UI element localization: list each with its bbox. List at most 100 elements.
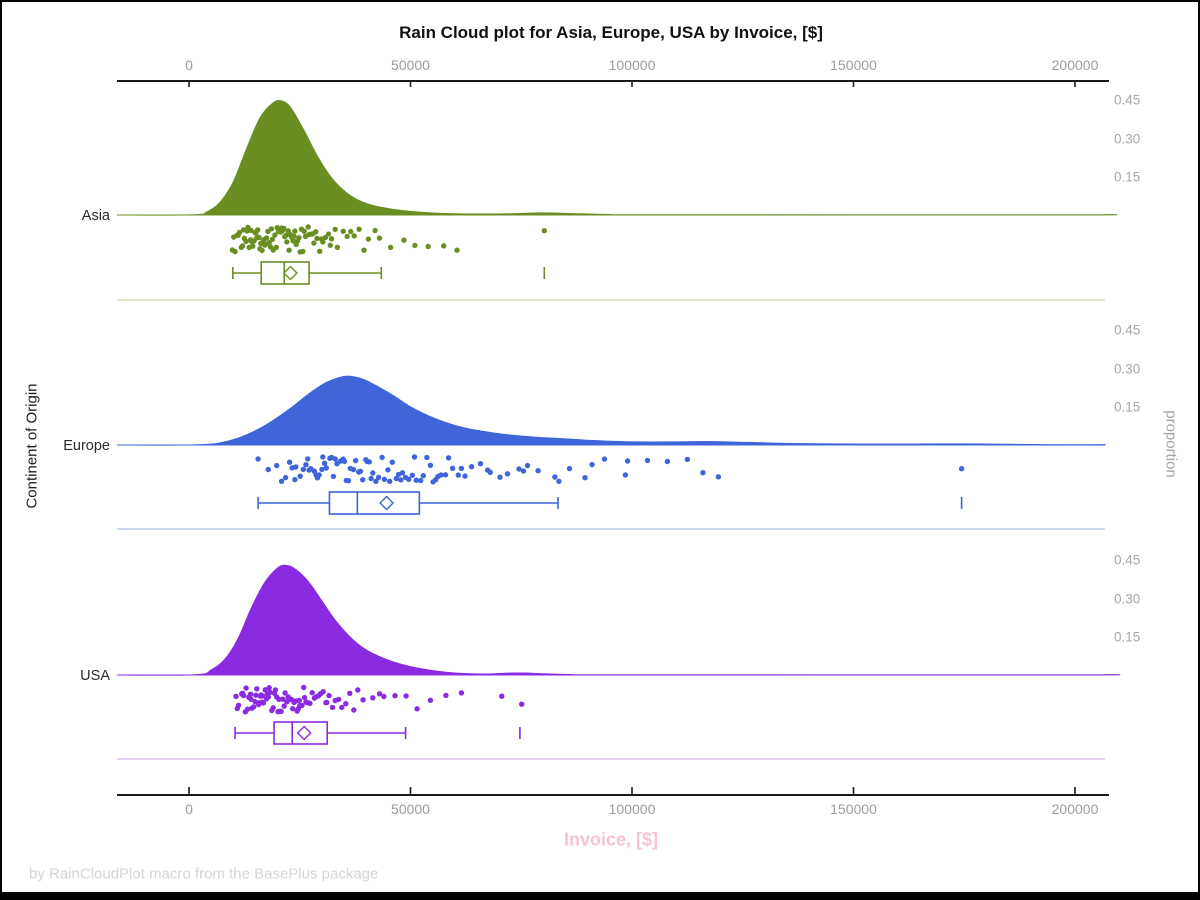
rain-point: [297, 702, 303, 709]
rain-point: [243, 238, 249, 245]
rain-point: [272, 232, 278, 238]
rain-point: [601, 456, 608, 462]
rain-point: [240, 227, 247, 233]
rain-point: [365, 236, 372, 242]
rain-point: [291, 233, 297, 239]
rain-point: [280, 696, 286, 702]
rain-point: [392, 693, 398, 699]
rain-point: [271, 690, 278, 696]
rain-point: [323, 465, 329, 471]
density-usa: [116, 564, 1121, 676]
rain-point: [328, 454, 335, 461]
rain-point: [368, 475, 374, 482]
rain-point: [311, 240, 317, 246]
rain-point: [285, 694, 291, 700]
rain-point: [289, 465, 295, 471]
proportion-tick-asia-0.30: 0.30: [1114, 131, 1141, 146]
rain-point: [305, 456, 311, 462]
rain-point: [286, 459, 293, 465]
category-label-asia: Asia: [81, 208, 110, 224]
rain-point: [361, 247, 367, 253]
rain-point: [566, 465, 573, 472]
proportion-tick-usa-0.45: 0.45: [1114, 552, 1141, 568]
rain-point: [445, 455, 452, 461]
rain-point: [449, 465, 456, 471]
rain-point: [249, 239, 255, 245]
rain-point: [395, 471, 402, 478]
rain-point: [624, 458, 631, 464]
rain-point: [715, 474, 722, 480]
rain-point: [303, 462, 309, 468]
rain-point: [387, 478, 393, 484]
rain-point: [317, 248, 323, 254]
rain-point: [250, 243, 256, 249]
top-tick-label-100000: 100000: [608, 57, 656, 73]
rain-point: [347, 690, 353, 696]
rain-point: [420, 473, 426, 479]
rain-point: [381, 476, 388, 482]
rain-point: [252, 698, 258, 705]
rain-point: [424, 454, 430, 461]
rain-point: [497, 474, 503, 480]
bottom-tick-label-100000: 100000: [608, 801, 656, 817]
density-europe: [116, 375, 1106, 446]
rain-point: [433, 476, 439, 483]
rain-point: [300, 248, 306, 255]
rain-point: [292, 228, 298, 234]
rain-point: [268, 226, 275, 232]
rain-point: [334, 461, 340, 467]
rain-point: [582, 475, 588, 481]
rain-point: [265, 466, 271, 473]
rain-point: [269, 236, 275, 243]
bottom-tick-label-0: 0: [185, 801, 193, 817]
rain-point: [393, 475, 399, 482]
rain-point: [294, 708, 300, 714]
rain-point: [296, 697, 302, 704]
rain-point: [344, 233, 350, 240]
rain-point: [552, 474, 558, 480]
rain-point: [235, 232, 241, 238]
rain-point: [401, 237, 407, 243]
rain-point: [379, 454, 385, 461]
rain-point: [314, 235, 320, 241]
y-axis-title: Continent of Origin: [23, 383, 41, 509]
rain-point: [261, 237, 267, 243]
rain-point: [339, 704, 345, 711]
rain-point: [293, 241, 299, 248]
rain-point: [341, 458, 348, 465]
rain-point: [664, 458, 671, 465]
rain-point: [282, 690, 288, 696]
density-asia: [116, 99, 1118, 216]
rain-point: [321, 460, 328, 466]
rain-point: [329, 704, 336, 711]
rain-point: [468, 464, 475, 470]
rain-point: [309, 231, 316, 237]
rain-point: [320, 689, 326, 695]
rain-point: [290, 238, 296, 244]
rain-point: [413, 477, 419, 483]
proportion-tick-usa-0.30: 0.30: [1114, 591, 1141, 606]
rain-point: [438, 472, 444, 478]
rain-point: [355, 687, 361, 693]
top-tick-label-150000: 150000: [830, 57, 877, 73]
rain-point: [535, 468, 541, 474]
rain-point: [330, 473, 337, 480]
proportion-tick-asia-0.45: 0.45: [1114, 92, 1141, 108]
rain-point: [327, 242, 333, 248]
rain-point: [684, 456, 691, 463]
rain-point: [254, 686, 260, 692]
category-label-usa: USA: [80, 668, 110, 684]
rain-point: [387, 244, 394, 251]
rain-point: [356, 226, 362, 232]
proportion-tick-europe-0.45: 0.45: [1114, 322, 1141, 338]
rain-point: [389, 459, 395, 465]
bottom-tick-label-50000: 50000: [391, 801, 430, 817]
rain-point: [291, 699, 297, 706]
rain-point: [325, 231, 332, 237]
rain-point: [519, 701, 525, 707]
rain-point: [499, 693, 505, 699]
rain-point: [350, 466, 357, 473]
rain-point: [306, 467, 312, 473]
rain-point: [372, 227, 378, 234]
rain-point: [700, 470, 706, 476]
